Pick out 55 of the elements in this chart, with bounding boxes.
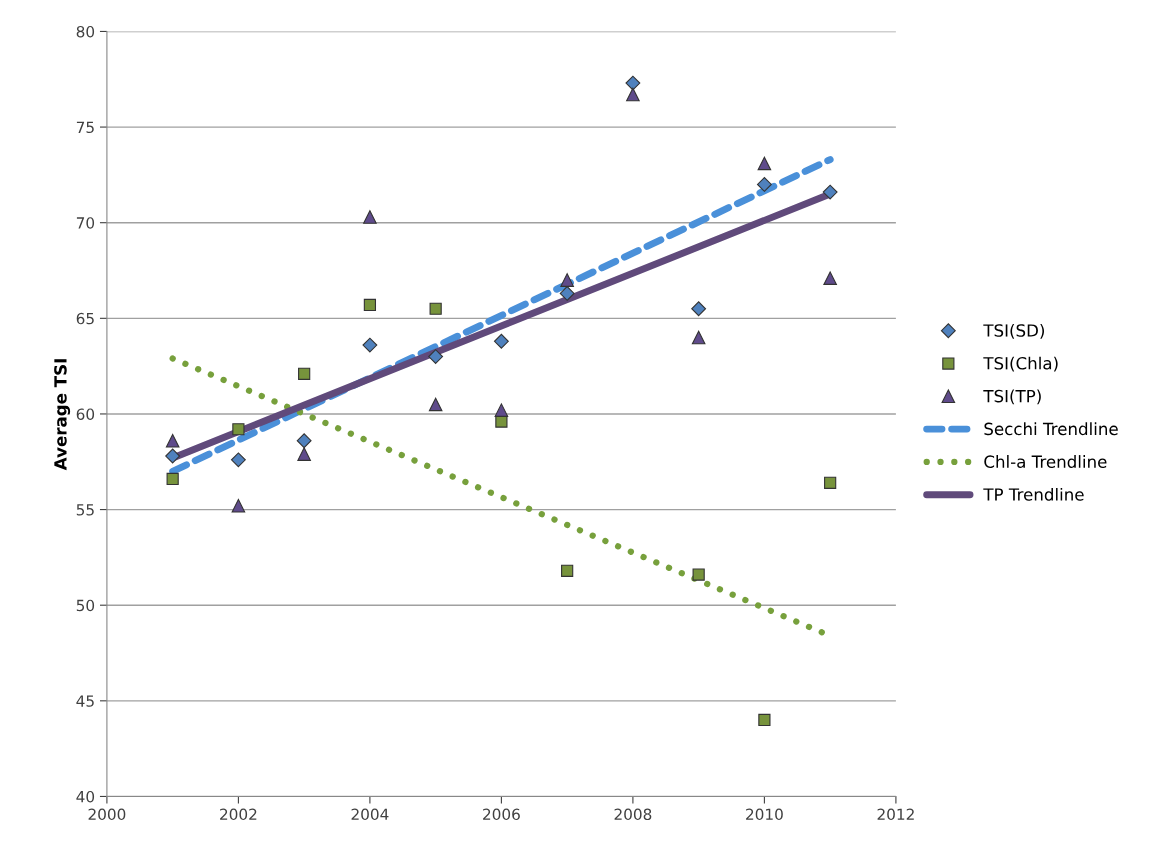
point — [230, 452, 246, 468]
y-tick-label: 55 — [76, 504, 94, 516]
point — [756, 177, 772, 192]
point — [362, 337, 378, 353]
y-axis-title: Average TSI — [54, 359, 71, 471]
y-tick-label: 50 — [76, 599, 95, 612]
point — [495, 415, 508, 428]
point — [559, 286, 575, 301]
point — [561, 564, 574, 577]
x-tick-label: 2002 — [220, 808, 257, 821]
point — [165, 433, 180, 448]
y-tick-label: 60 — [76, 408, 95, 420]
y-tick-label: 70 — [76, 217, 95, 229]
x-tick-label: 2000 — [88, 808, 126, 821]
point — [296, 433, 312, 449]
point — [692, 568, 705, 581]
y-tick-label: 40 — [76, 790, 95, 803]
x-tick-label: 2004 — [351, 808, 389, 821]
x-tick-label: 2006 — [483, 808, 520, 821]
point — [428, 397, 443, 412]
point — [493, 333, 509, 349]
point — [560, 273, 574, 287]
point — [626, 87, 640, 102]
point — [297, 447, 311, 461]
point — [824, 476, 837, 489]
legend-label: TSI(Chla) — [983, 356, 1058, 372]
point — [757, 156, 772, 171]
legend-label: TP Trendline — [983, 487, 1084, 501]
point — [298, 367, 311, 380]
point — [231, 498, 246, 513]
point — [691, 330, 706, 345]
y-tick-label: 65 — [76, 312, 94, 325]
point — [625, 75, 641, 91]
point — [822, 184, 838, 200]
x-tick-label: 2008 — [614, 808, 652, 821]
y-tick-label: 75 — [76, 121, 94, 134]
point — [363, 298, 377, 312]
point — [691, 301, 707, 317]
x-tick-label: 2010 — [746, 808, 783, 821]
point — [428, 349, 444, 365]
point — [758, 713, 771, 727]
legend-label: Chl-a Trendline — [984, 455, 1107, 468]
y-tick-label: 80 — [76, 25, 95, 38]
legend-label: Secchi Trendline — [984, 422, 1118, 436]
x-tick-label: 2012 — [877, 808, 914, 821]
point — [429, 302, 442, 315]
point — [823, 271, 837, 285]
point — [166, 472, 179, 486]
point — [494, 403, 509, 417]
point — [363, 210, 377, 224]
legend-label: TSI(SD) — [983, 323, 1045, 339]
point — [232, 423, 245, 436]
point — [165, 448, 181, 464]
legend-label: TSI(TP) — [983, 389, 1041, 405]
y-tick-label: 45 — [76, 695, 94, 707]
